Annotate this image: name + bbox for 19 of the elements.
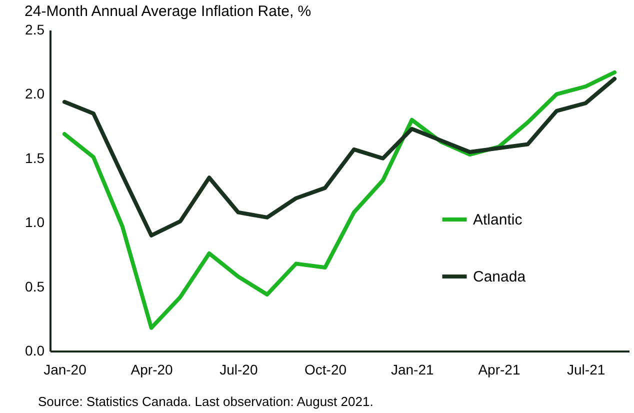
legend-label: Canada bbox=[473, 268, 526, 286]
y-tick-label: 1.5 bbox=[25, 150, 45, 166]
y-tick-label: 2.0 bbox=[25, 86, 45, 102]
line-series bbox=[62, 76, 617, 238]
x-tick-label: Jan-21 bbox=[390, 362, 434, 378]
y-tick-label: 2.5 bbox=[25, 22, 45, 38]
chart-title: 24-Month Annual Average Inflation Rate, % bbox=[24, 3, 312, 20]
line-series bbox=[62, 70, 617, 330]
x-tick-label: Jul-20 bbox=[220, 362, 258, 378]
x-tick-label: Apr-20 bbox=[130, 362, 174, 378]
x-tick-label: Apr-21 bbox=[478, 362, 520, 378]
x-tick-label: Oct-20 bbox=[304, 362, 347, 378]
x-tick-label: Jan-20 bbox=[44, 362, 87, 378]
y-tick-label: 0.5 bbox=[25, 278, 45, 294]
y-tick-label: 1.0 bbox=[25, 214, 45, 230]
legend-label: Atlantic bbox=[473, 212, 523, 228]
x-tick-label: Jul-21 bbox=[567, 362, 606, 378]
y-tick-label: 0.0 bbox=[25, 342, 45, 358]
source-note: Source: Statistics Canada. Last observation: August 2021. bbox=[38, 394, 374, 409]
